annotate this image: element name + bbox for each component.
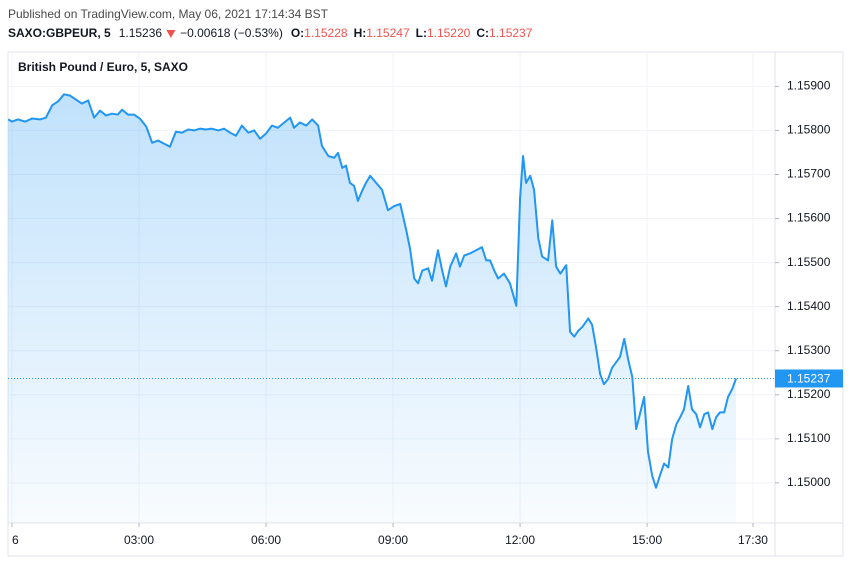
x-tick-label: 06:00 <box>251 533 281 547</box>
ohlc-label: C: <box>476 26 489 40</box>
area <box>8 94 737 523</box>
change: −0.00618 (−0.53%) <box>180 26 283 40</box>
y-tick-label: 1.15500 <box>787 255 831 269</box>
price-line <box>7 93 737 489</box>
symbol: SAXO:GBPEUR, 5 <box>8 26 111 40</box>
y-tick-label: 1.15200 <box>787 387 831 401</box>
ticker-line: SAXO:GBPEUR, 5 1.15236 −0.00618 (−0.53%) O:… <box>8 26 533 40</box>
published-note: Published on TradingView.com, May 06, 20… <box>8 7 329 21</box>
chart-title: British Pound / Euro, 5, SAXO <box>18 60 188 74</box>
ohlc-value: 1.15247 <box>366 26 410 40</box>
x-tick-label: 03:00 <box>124 533 154 547</box>
y-tick-label: 1.15100 <box>787 431 831 445</box>
last-price-tag <box>775 369 843 388</box>
y-tick-label: 1.15400 <box>787 299 831 313</box>
y-tick-label: 1.15600 <box>787 211 831 225</box>
y-tick-label: 1.15000 <box>787 475 831 489</box>
x-tick-label: 6 <box>12 533 19 547</box>
chart-frame <box>7 51 844 557</box>
down-arrow <box>166 30 176 38</box>
y-tick-label: 1.15700 <box>787 167 831 181</box>
x-tick-label: 12:00 <box>505 533 535 547</box>
x-tick-label: 17:30 <box>738 533 768 547</box>
last-price-label: 1.15237 <box>787 372 831 386</box>
ohlc-value: 1.15237 <box>489 26 533 40</box>
ohlc-label: H: <box>354 26 367 40</box>
x-tick-label: 09:00 <box>378 533 408 547</box>
ohlc-value: 1.15228 <box>304 26 348 40</box>
ohlc-value: 1.15220 <box>427 26 471 40</box>
ohlc-label: O: <box>291 26 304 40</box>
y-tick-label: 1.15800 <box>787 123 831 137</box>
y-tick-label: 1.15900 <box>787 79 831 93</box>
x-tick-label: 15:00 <box>632 533 662 547</box>
last: 1.15236 <box>119 26 163 40</box>
ohlc-label: L: <box>416 26 427 40</box>
y-tick-label: 1.15300 <box>787 343 831 357</box>
